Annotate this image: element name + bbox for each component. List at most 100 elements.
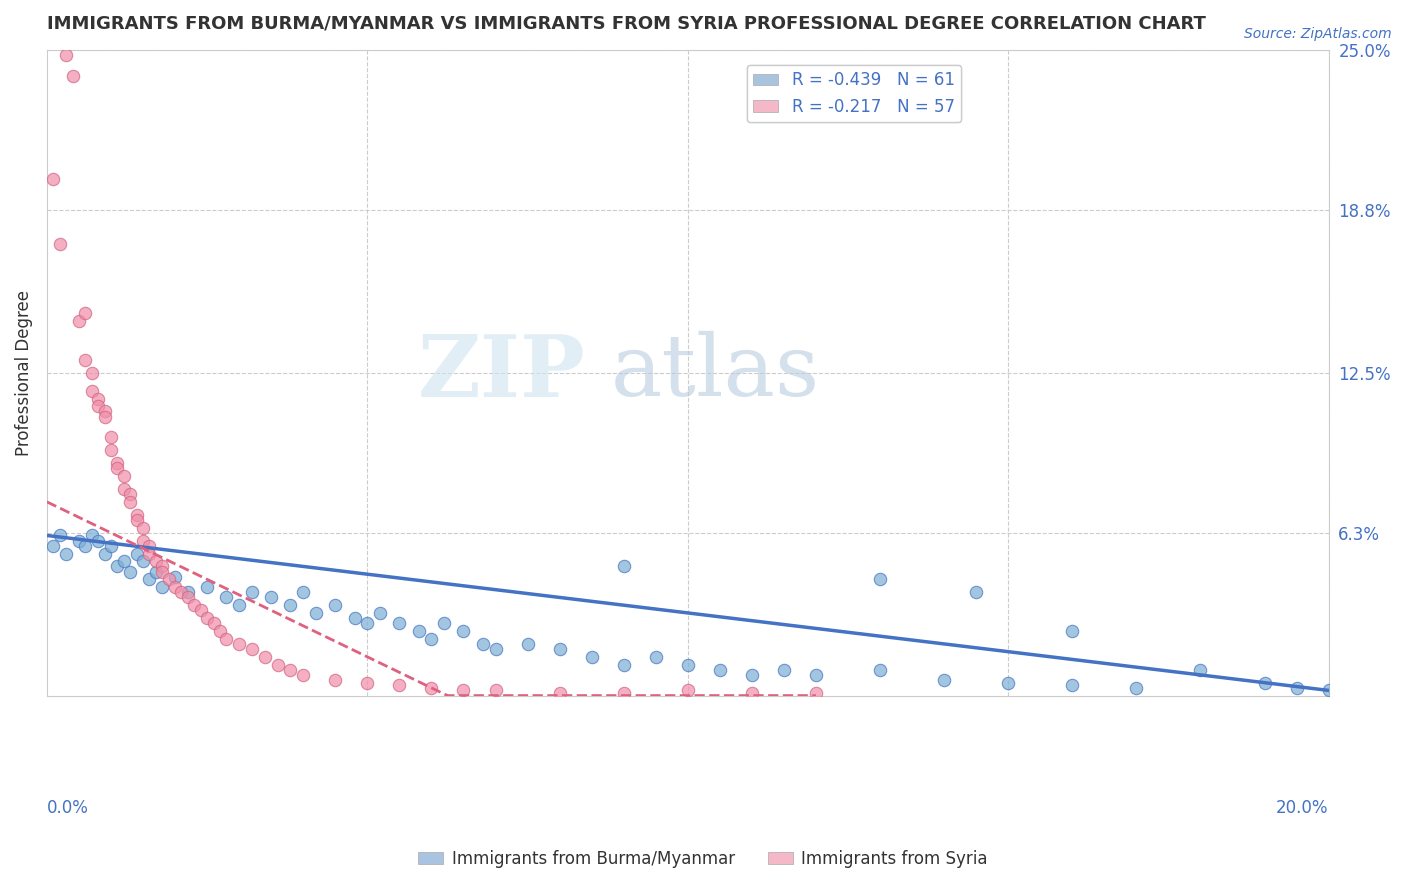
Point <box>388 678 411 692</box>
Point <box>240 585 263 599</box>
Point <box>228 598 250 612</box>
Point <box>145 554 167 568</box>
Point <box>240 642 263 657</box>
Point <box>42 172 65 186</box>
Point <box>138 572 160 586</box>
Point <box>177 585 200 599</box>
Point <box>93 409 115 424</box>
Point <box>484 642 506 657</box>
Point <box>157 572 180 586</box>
Point <box>484 683 506 698</box>
Point <box>87 533 110 548</box>
Point <box>75 539 97 553</box>
Point <box>253 649 276 664</box>
Point <box>741 686 763 700</box>
Point <box>100 539 122 553</box>
Point <box>177 591 200 605</box>
Point <box>120 495 142 509</box>
Point <box>150 559 173 574</box>
Point <box>433 616 456 631</box>
Point <box>170 585 193 599</box>
Point <box>132 533 155 548</box>
Point <box>773 663 796 677</box>
Point <box>202 616 225 631</box>
Point <box>100 430 122 444</box>
Point <box>67 533 90 548</box>
Point <box>1317 683 1340 698</box>
Point <box>420 681 443 695</box>
Point <box>132 554 155 568</box>
Point <box>869 663 891 677</box>
Point <box>105 456 128 470</box>
Point <box>292 668 315 682</box>
Point <box>613 559 636 574</box>
Point <box>100 443 122 458</box>
Point <box>138 547 160 561</box>
Point <box>323 598 346 612</box>
Point <box>613 686 636 700</box>
Point <box>408 624 430 638</box>
Point <box>1285 681 1308 695</box>
Point <box>388 616 411 631</box>
Point <box>804 668 827 682</box>
Point <box>869 572 891 586</box>
Point <box>965 585 987 599</box>
Text: IMMIGRANTS FROM BURMA/MYANMAR VS IMMIGRANTS FROM SYRIA PROFESSIONAL DEGREE CORRE: IMMIGRANTS FROM BURMA/MYANMAR VS IMMIGRA… <box>46 15 1206 33</box>
Point <box>150 580 173 594</box>
Point <box>1062 678 1084 692</box>
Point <box>42 539 65 553</box>
Point <box>420 632 443 646</box>
Point <box>55 48 77 62</box>
Point <box>356 616 378 631</box>
Point <box>195 580 218 594</box>
Point <box>80 384 103 398</box>
Point <box>112 469 135 483</box>
Point <box>453 624 475 638</box>
Point <box>48 236 70 251</box>
Point <box>709 663 731 677</box>
Point <box>183 598 205 612</box>
Point <box>208 624 231 638</box>
Point <box>1062 624 1084 638</box>
Point <box>165 570 187 584</box>
Point <box>323 673 346 687</box>
Point <box>343 611 366 625</box>
Legend: Immigrants from Burma/Myanmar, Immigrants from Syria: Immigrants from Burma/Myanmar, Immigrant… <box>412 844 994 875</box>
Text: atlas: atlas <box>610 331 820 414</box>
Point <box>145 565 167 579</box>
Point <box>644 649 666 664</box>
Y-axis label: Professional Degree: Professional Degree <box>15 290 32 456</box>
Point <box>305 606 328 620</box>
Point <box>75 352 97 367</box>
Point <box>266 657 288 672</box>
Point <box>93 547 115 561</box>
Point <box>87 399 110 413</box>
Point <box>676 657 699 672</box>
Point <box>581 649 603 664</box>
Point <box>55 547 77 561</box>
Point <box>105 559 128 574</box>
Text: ZIP: ZIP <box>418 331 585 415</box>
Point <box>1189 663 1212 677</box>
Point <box>471 637 494 651</box>
Point <box>804 686 827 700</box>
Point <box>228 637 250 651</box>
Point <box>125 547 148 561</box>
Point <box>93 404 115 418</box>
Point <box>215 632 238 646</box>
Point <box>150 565 173 579</box>
Point <box>356 675 378 690</box>
Point <box>997 675 1019 690</box>
Point <box>613 657 636 672</box>
Point <box>190 603 212 617</box>
Point <box>120 487 142 501</box>
Point <box>260 591 283 605</box>
Point <box>48 528 70 542</box>
Point <box>105 461 128 475</box>
Point <box>125 513 148 527</box>
Legend: R = -0.439   N = 61, R = -0.217   N = 57: R = -0.439 N = 61, R = -0.217 N = 57 <box>747 64 962 122</box>
Point <box>516 637 538 651</box>
Point <box>280 663 302 677</box>
Point <box>138 539 160 553</box>
Point <box>1125 681 1147 695</box>
